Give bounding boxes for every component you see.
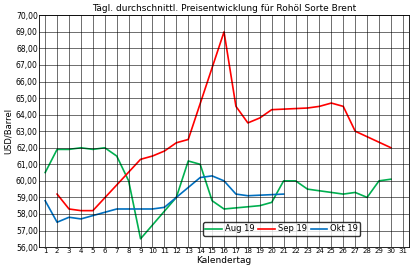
Aug 19 [43,171,47,174]
Sep 19 [90,209,95,212]
Aug 19 [126,179,131,182]
Okt 19 [126,207,131,211]
Sep 19 [55,193,59,196]
Aug 19 [138,237,143,240]
Aug 19 [114,154,119,158]
Line: Okt 19: Okt 19 [45,176,284,222]
Okt 19 [245,194,250,197]
Okt 19 [114,207,119,211]
Sep 19 [353,130,358,133]
Okt 19 [221,179,226,182]
Aug 19 [210,199,215,202]
Sep 19 [269,108,274,111]
Aug 19 [221,207,226,211]
Aug 19 [305,187,310,191]
Sep 19 [221,30,226,34]
Aug 19 [341,193,346,196]
Sep 19 [78,209,83,212]
Aug 19 [293,179,298,182]
Title: Tägl. durchschnittl. Preisentwicklung für Rohöl Sorte Brent: Tägl. durchschnittl. Preisentwicklung fü… [92,4,356,13]
Okt 19 [150,207,155,211]
Okt 19 [66,216,71,219]
Aug 19 [186,159,191,162]
Sep 19 [233,105,238,108]
Sep 19 [150,154,155,158]
Aug 19 [174,196,179,199]
Sep 19 [257,116,262,119]
Okt 19 [162,206,167,209]
Aug 19 [377,179,382,182]
Aug 19 [269,201,274,204]
Aug 19 [353,191,358,194]
Aug 19 [365,196,370,199]
Sep 19 [341,105,346,108]
Aug 19 [78,146,83,149]
X-axis label: Kalendertag: Kalendertag [197,256,252,265]
Sep 19 [317,105,322,108]
Line: Sep 19: Sep 19 [57,32,391,211]
Aug 19 [281,179,286,182]
Sep 19 [66,207,71,211]
Sep 19 [245,121,250,125]
Sep 19 [389,146,394,149]
Y-axis label: USD/Barrel: USD/Barrel [4,108,13,154]
Okt 19 [55,221,59,224]
Aug 19 [198,163,203,166]
Okt 19 [43,199,47,202]
Aug 19 [90,148,95,151]
Okt 19 [78,217,83,221]
Legend: Aug 19, Sep 19, Okt 19: Aug 19, Sep 19, Okt 19 [203,222,360,236]
Line: Aug 19: Aug 19 [45,148,391,239]
Sep 19 [329,101,334,105]
Aug 19 [55,148,59,151]
Sep 19 [186,138,191,141]
Okt 19 [233,193,238,196]
Sep 19 [162,150,167,153]
Aug 19 [389,178,394,181]
Okt 19 [198,176,203,179]
Aug 19 [102,146,107,149]
Sep 19 [305,107,310,110]
Aug 19 [257,204,262,207]
Okt 19 [210,174,215,178]
Okt 19 [281,193,286,196]
Aug 19 [66,148,71,151]
Sep 19 [138,158,143,161]
Okt 19 [138,207,143,211]
Sep 19 [174,141,179,144]
